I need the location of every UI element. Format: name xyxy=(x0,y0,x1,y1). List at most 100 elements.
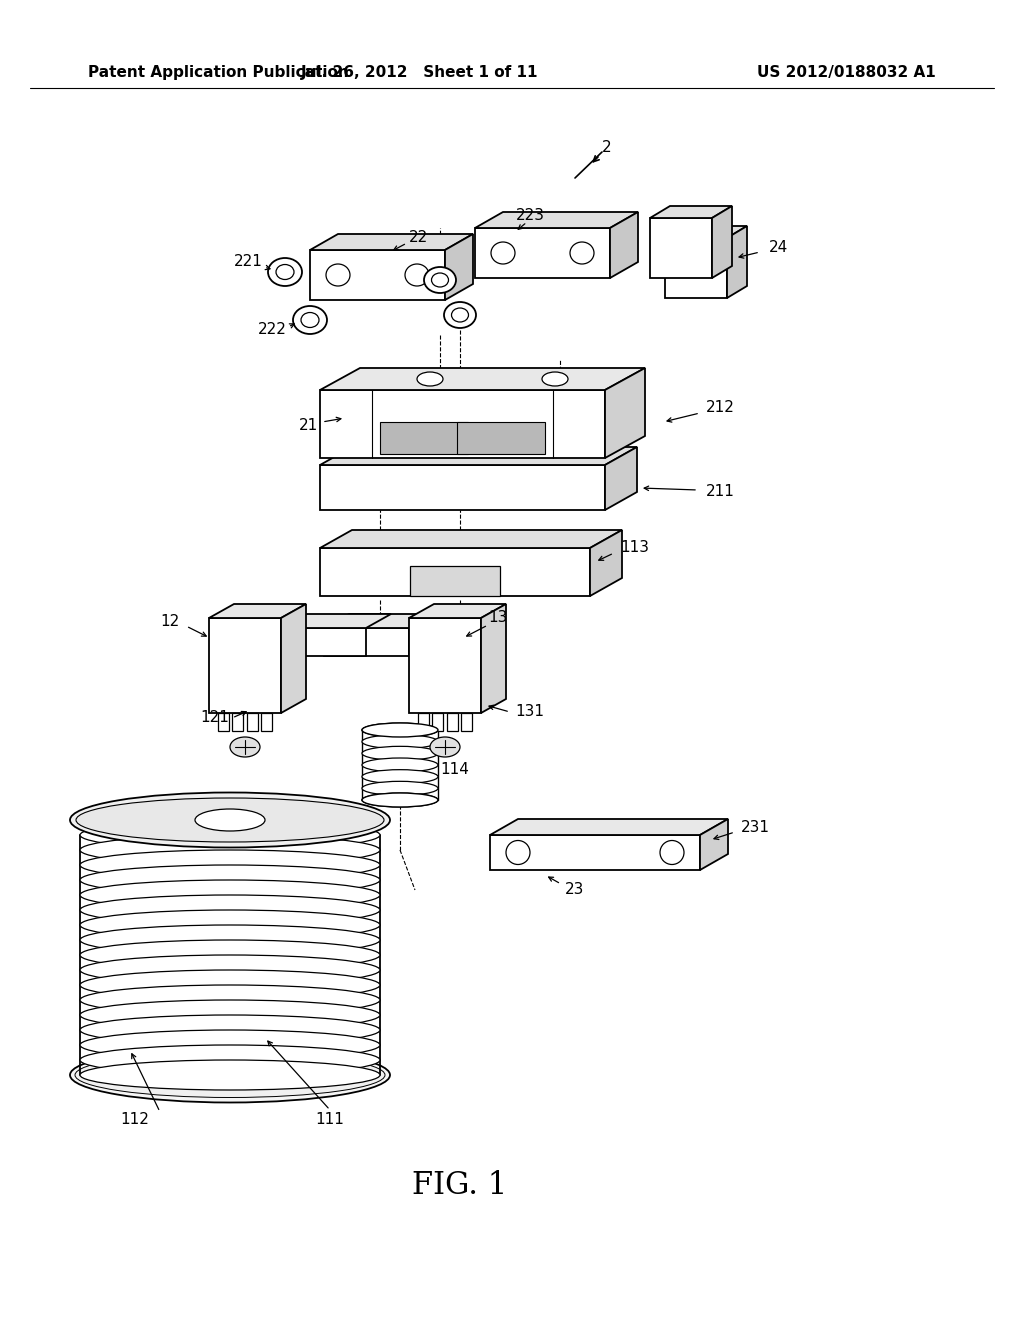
Polygon shape xyxy=(319,531,622,548)
Ellipse shape xyxy=(195,809,265,832)
Ellipse shape xyxy=(570,242,594,264)
Ellipse shape xyxy=(80,1030,380,1060)
Polygon shape xyxy=(380,422,468,454)
Ellipse shape xyxy=(362,758,438,772)
Polygon shape xyxy=(610,213,638,279)
Ellipse shape xyxy=(660,841,684,865)
Ellipse shape xyxy=(326,264,350,286)
Text: 131: 131 xyxy=(515,705,545,719)
Text: 223: 223 xyxy=(515,207,545,223)
Ellipse shape xyxy=(293,306,327,334)
Polygon shape xyxy=(700,818,728,870)
Polygon shape xyxy=(490,836,700,870)
Polygon shape xyxy=(310,249,445,300)
Text: 221: 221 xyxy=(233,255,262,269)
Ellipse shape xyxy=(276,264,294,280)
Polygon shape xyxy=(432,713,443,731)
Polygon shape xyxy=(324,628,409,656)
Text: 231: 231 xyxy=(740,821,769,836)
Polygon shape xyxy=(418,713,429,731)
Text: 22: 22 xyxy=(409,231,428,246)
Ellipse shape xyxy=(362,746,438,760)
Polygon shape xyxy=(209,605,306,618)
Ellipse shape xyxy=(80,909,380,940)
Polygon shape xyxy=(490,818,728,836)
Ellipse shape xyxy=(424,267,456,293)
Ellipse shape xyxy=(80,970,380,1001)
Polygon shape xyxy=(446,713,458,731)
Text: 211: 211 xyxy=(706,484,734,499)
Ellipse shape xyxy=(70,792,390,847)
Ellipse shape xyxy=(80,1001,380,1030)
Ellipse shape xyxy=(490,242,515,264)
Text: 21: 21 xyxy=(298,417,317,433)
Ellipse shape xyxy=(362,793,438,807)
Polygon shape xyxy=(445,234,473,300)
Polygon shape xyxy=(247,713,258,731)
Text: 24: 24 xyxy=(768,240,787,256)
Ellipse shape xyxy=(452,308,469,322)
Polygon shape xyxy=(410,566,500,597)
Ellipse shape xyxy=(75,1052,385,1097)
Polygon shape xyxy=(457,422,545,454)
Text: FIG. 1: FIG. 1 xyxy=(413,1170,508,1200)
Ellipse shape xyxy=(76,799,384,842)
Ellipse shape xyxy=(80,1060,380,1090)
Polygon shape xyxy=(310,234,473,249)
Ellipse shape xyxy=(80,1045,380,1074)
Polygon shape xyxy=(605,447,637,510)
Polygon shape xyxy=(590,531,622,597)
Ellipse shape xyxy=(431,273,449,286)
Text: 222: 222 xyxy=(258,322,287,338)
Ellipse shape xyxy=(362,735,438,748)
Text: 2: 2 xyxy=(602,140,611,156)
Polygon shape xyxy=(475,228,610,279)
Ellipse shape xyxy=(268,257,302,286)
Polygon shape xyxy=(209,618,281,713)
Ellipse shape xyxy=(80,940,380,970)
Polygon shape xyxy=(218,713,229,731)
Ellipse shape xyxy=(70,1048,390,1102)
Text: 111: 111 xyxy=(315,1113,344,1127)
Ellipse shape xyxy=(430,737,460,756)
Ellipse shape xyxy=(506,841,530,865)
Ellipse shape xyxy=(80,985,380,1015)
Polygon shape xyxy=(665,238,727,298)
Ellipse shape xyxy=(542,372,568,385)
Ellipse shape xyxy=(362,723,438,737)
Text: Patent Application Publication: Patent Application Publication xyxy=(88,65,349,79)
Text: US 2012/0188032 A1: US 2012/0188032 A1 xyxy=(758,65,936,79)
Text: 112: 112 xyxy=(121,1113,150,1127)
Ellipse shape xyxy=(80,1015,380,1045)
Polygon shape xyxy=(319,447,637,465)
Polygon shape xyxy=(409,618,481,713)
Text: 12: 12 xyxy=(161,615,179,630)
Polygon shape xyxy=(319,368,645,389)
Polygon shape xyxy=(665,226,746,238)
Ellipse shape xyxy=(362,781,438,796)
Polygon shape xyxy=(650,218,712,279)
Polygon shape xyxy=(650,206,732,218)
Ellipse shape xyxy=(362,723,438,737)
Ellipse shape xyxy=(406,264,429,286)
Polygon shape xyxy=(605,368,645,458)
Ellipse shape xyxy=(444,302,476,327)
Polygon shape xyxy=(727,226,746,298)
Polygon shape xyxy=(319,465,605,510)
Ellipse shape xyxy=(362,793,438,807)
Text: 212: 212 xyxy=(706,400,734,416)
Polygon shape xyxy=(481,605,506,713)
Polygon shape xyxy=(712,206,732,279)
Text: 114: 114 xyxy=(440,763,469,777)
Ellipse shape xyxy=(80,820,380,850)
Ellipse shape xyxy=(230,737,260,756)
Ellipse shape xyxy=(80,850,380,880)
Text: 121: 121 xyxy=(201,710,229,726)
Polygon shape xyxy=(319,389,605,458)
Ellipse shape xyxy=(417,372,443,385)
Polygon shape xyxy=(324,614,434,628)
Ellipse shape xyxy=(80,895,380,925)
Text: 23: 23 xyxy=(565,883,585,898)
Ellipse shape xyxy=(80,865,380,895)
Polygon shape xyxy=(281,628,366,656)
